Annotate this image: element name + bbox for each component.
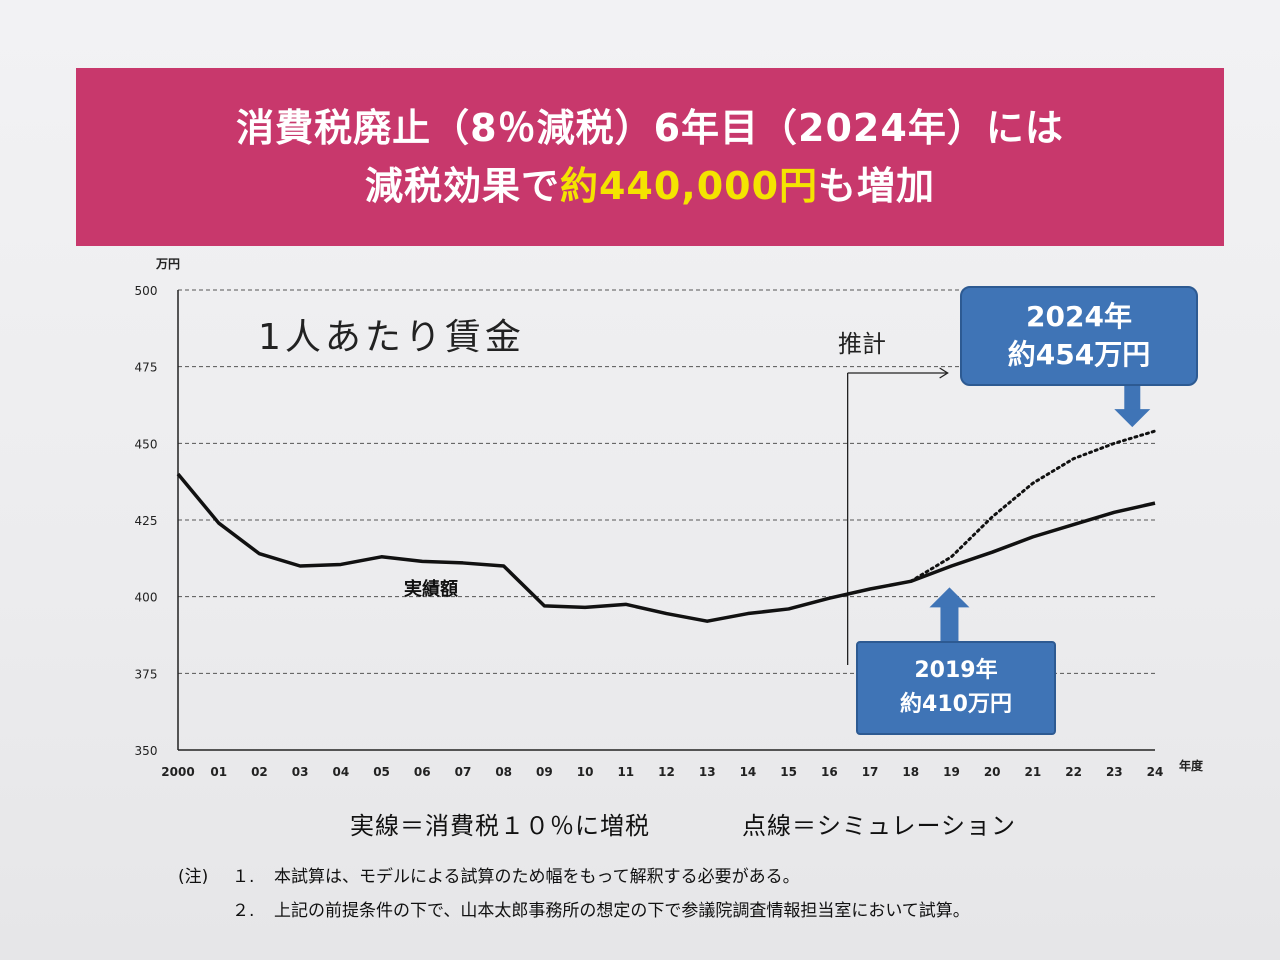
footnote-row: ２. 上記の前提条件の下で、山本太郎事務所の想定の下で参議院調査情報担当室におい…: [178, 894, 970, 928]
x-tick-label: 10: [577, 765, 594, 779]
callout-2024-arrowhead: [1114, 409, 1151, 428]
x-tick-label: 18: [902, 765, 919, 779]
footnotes: (注) １. 本試算は、モデルによる試算のため幅をもって解釈する必要がある。 ２…: [178, 860, 970, 928]
y-tick-label: 500: [135, 284, 158, 298]
footnote-row: (注) １. 本試算は、モデルによる試算のため幅をもって解釈する必要がある。: [178, 860, 970, 894]
y-tick-label: 425: [135, 514, 158, 528]
x-tick-label: 24: [1147, 765, 1164, 779]
x-tick-label: 08: [495, 765, 512, 779]
x-tick-label: 23: [1106, 765, 1123, 779]
x-axis-unit-label: 年度: [1179, 758, 1204, 773]
callout-2019-arrow-shaft: [940, 605, 959, 641]
x-tick-label: 06: [414, 765, 431, 779]
callout-2019-arrowhead: [929, 587, 970, 608]
estimate-label: 推計: [838, 330, 886, 358]
x-tick-label: 22: [1065, 765, 1082, 779]
chart-title: 1人あたり賃金: [258, 317, 525, 358]
headline-line-2: 減税効果で約440,000円も増加: [365, 157, 935, 215]
x-tick-label: 14: [740, 765, 757, 779]
footnote-text: 上記の前提条件の下で、山本太郎事務所の想定の下で参議院調査情報担当室において試算…: [274, 901, 970, 921]
footnote-prefix: (注): [178, 867, 209, 887]
callout-2024-year: 2024年: [1026, 300, 1132, 333]
y-tick-label: 450: [135, 437, 158, 451]
x-tick-label: 12: [658, 765, 675, 779]
x-tick-label: 11: [617, 765, 634, 779]
y-tick-label: 350: [135, 744, 158, 758]
headline-prefix: 減税効果で: [364, 164, 560, 208]
callout-2019-value: 約410万円: [900, 692, 1012, 717]
y-unit-label: 万円: [155, 257, 180, 271]
callout-2024-arrow-shaft: [1124, 382, 1141, 412]
x-tick-label: 03: [292, 765, 309, 779]
callout-2024-value: 約454万円: [1007, 338, 1151, 371]
callout-2024: 2024年 約454万円: [960, 286, 1198, 386]
y-tick-label: 400: [135, 591, 158, 605]
legend-solid-line: 実線＝消費税１０％に増税: [350, 812, 650, 840]
headline-suffix: も増加: [818, 164, 936, 208]
x-tick-label: 20: [984, 765, 1001, 779]
callout-2019-year: 2019年: [914, 658, 998, 683]
x-tick-label: 09: [536, 765, 553, 779]
x-tick-label: 15: [780, 765, 797, 779]
x-tick-label: 17: [862, 765, 879, 779]
actual-series-label: 実績額: [404, 579, 458, 600]
x-tick-label: 01: [210, 765, 227, 779]
x-tick-label: 07: [455, 765, 472, 779]
x-tick-label: 2000: [161, 765, 194, 779]
x-tick-label: 13: [699, 765, 716, 779]
headline-banner: 消費税廃止（8％減税）6年目（2024年）には 減税効果で約440,000円も増…: [76, 68, 1224, 246]
x-tick-label: 02: [251, 765, 268, 779]
x-tick-label: 05: [373, 765, 390, 779]
estimate-arrowhead: [939, 367, 949, 379]
x-tick-label: 21: [1025, 765, 1042, 779]
simulation-series-line: [909, 429, 1157, 583]
x-tick-label: 19: [943, 765, 960, 779]
callout-2019: 2019年 約410万円: [856, 641, 1056, 735]
y-tick-label: 475: [135, 361, 158, 375]
headline-line-1: 消費税廃止（8％減税）6年目（2024年）には: [236, 106, 1064, 150]
x-tick-label: 04: [332, 765, 349, 779]
legend-dotted-line: 点線＝シミュレーション: [742, 812, 1017, 840]
x-tick-label: 16: [821, 765, 838, 779]
headline-highlight-amount: 約440,000円: [559, 164, 819, 208]
footnote-number: ２.: [232, 901, 255, 921]
y-tick-label: 375: [135, 667, 158, 681]
footnote-number: １.: [232, 867, 255, 887]
actual-series-line: [176, 472, 1156, 623]
footnote-text: 本試算は、モデルによる試算のため幅をもって解釈する必要がある。: [274, 867, 800, 887]
